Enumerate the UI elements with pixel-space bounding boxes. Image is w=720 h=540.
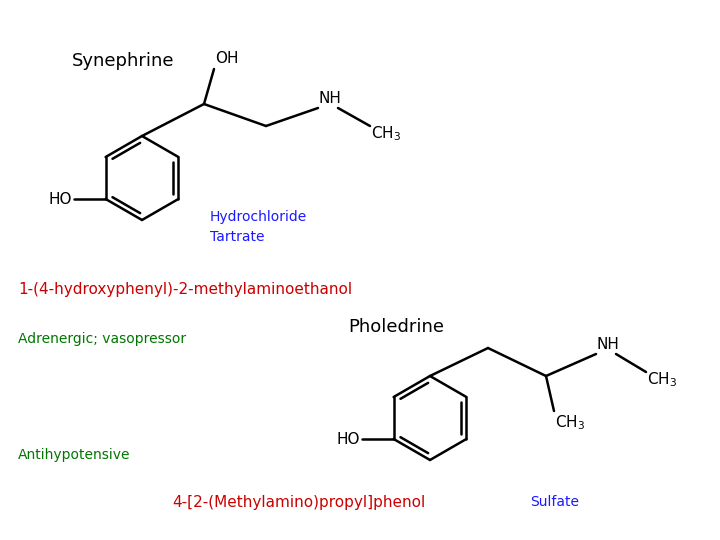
Text: 1-(4-hydroxyphenyl)-2-methylaminoethanol: 1-(4-hydroxyphenyl)-2-methylaminoethanol bbox=[18, 282, 352, 297]
Text: CH$_3$: CH$_3$ bbox=[555, 413, 585, 431]
Text: Antihypotensive: Antihypotensive bbox=[18, 448, 130, 462]
Text: Pholedrine: Pholedrine bbox=[348, 318, 444, 336]
Text: 4-[2-(Methylamino)propyl]phenol: 4-[2-(Methylamino)propyl]phenol bbox=[172, 495, 426, 510]
Text: Hydrochloride: Hydrochloride bbox=[210, 210, 307, 224]
Text: Adrenergic; vasopressor: Adrenergic; vasopressor bbox=[18, 332, 186, 346]
Text: NH: NH bbox=[319, 91, 342, 106]
Text: Tartrate: Tartrate bbox=[210, 230, 264, 244]
Text: NH: NH bbox=[597, 337, 620, 352]
Text: HO: HO bbox=[48, 192, 71, 206]
Text: Synephrine: Synephrine bbox=[72, 52, 174, 70]
Text: HO: HO bbox=[336, 431, 359, 447]
Text: CH$_3$: CH$_3$ bbox=[647, 370, 677, 389]
Text: CH$_3$: CH$_3$ bbox=[371, 124, 401, 143]
Text: OH: OH bbox=[215, 51, 238, 66]
Text: Sulfate: Sulfate bbox=[530, 495, 579, 509]
